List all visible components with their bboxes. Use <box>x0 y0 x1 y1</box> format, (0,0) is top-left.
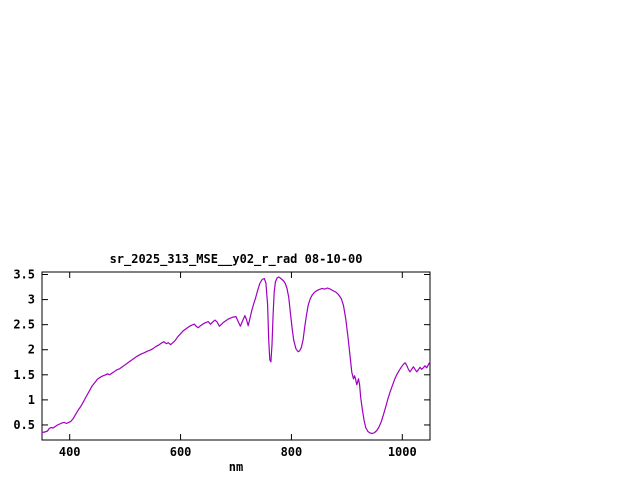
y-tick-label: 2 <box>28 343 35 357</box>
x-tick-label: 1000 <box>388 445 417 459</box>
series-line <box>41 276 431 435</box>
y-tick-label: 2.5 <box>13 318 35 332</box>
y-tick-label: 0.5 <box>13 418 35 432</box>
x-axis-label: nm <box>228 460 244 474</box>
chart-title: sr_2025_313_MSE__y02_r_rad 08-10-00 <box>109 252 363 266</box>
y-tick-label: 1.5 <box>13 368 35 382</box>
x-tick-label: 600 <box>170 445 192 459</box>
y-tick-label: 3.5 <box>13 268 35 282</box>
x-tick-label: 800 <box>281 445 303 459</box>
y-tick-label: 1 <box>28 393 35 407</box>
x-tick-label: 400 <box>59 445 81 459</box>
y-tick-label: 3 <box>28 293 35 307</box>
